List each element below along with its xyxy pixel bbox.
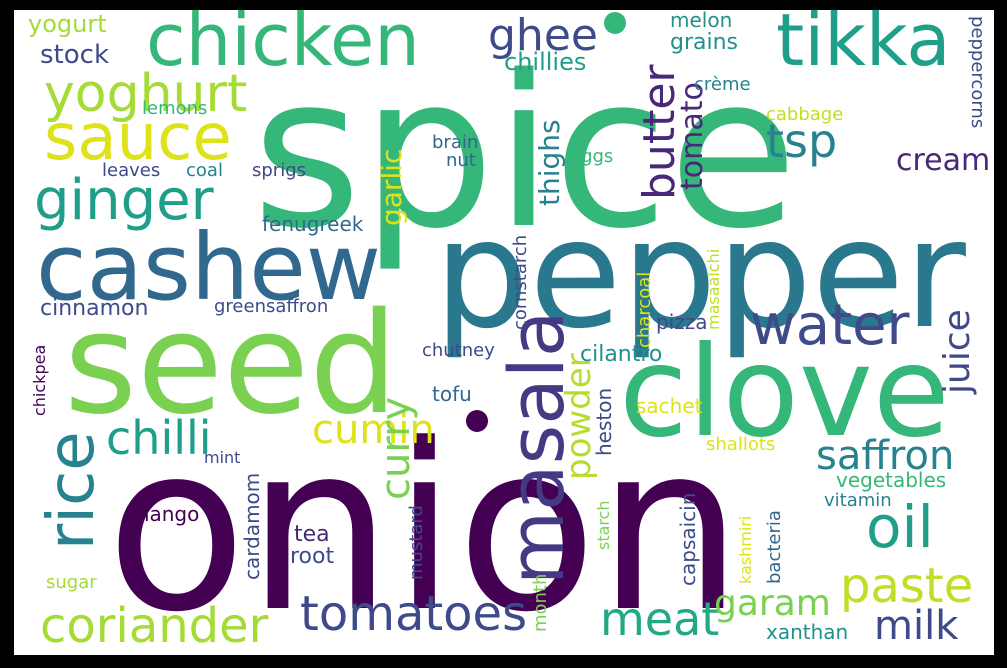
word-tomato: tomato xyxy=(678,82,708,190)
word-cream: cream xyxy=(896,146,990,176)
word-chillies: chillies xyxy=(504,50,586,74)
word-bacteria: bacteria xyxy=(766,510,784,584)
word-root: root xyxy=(290,546,334,568)
word-milk: milk xyxy=(874,606,958,646)
word-cilantro: cilantro xyxy=(580,344,662,366)
word-meat: meat xyxy=(600,596,719,642)
word-thighs: thighs xyxy=(536,119,564,206)
word-coal: coal xyxy=(186,162,223,180)
word-curry: curry xyxy=(376,397,416,500)
word-chutney: chutney xyxy=(422,342,495,360)
word-stock: stock xyxy=(40,42,109,68)
word-chilli: chilli xyxy=(106,415,212,461)
word-nut: nut xyxy=(446,152,476,170)
word-cardamom: cardamom xyxy=(242,473,262,580)
word-yogurt: yogurt xyxy=(28,12,107,36)
word-mint: mint xyxy=(204,450,240,466)
word-charcoal: charcoal xyxy=(636,272,654,348)
word-rice: rice xyxy=(40,431,104,550)
word-cinnamon: cinnamon xyxy=(40,298,148,320)
word-melon: melon xyxy=(670,10,732,30)
word-cloud: spice onion pepper seed clove cashew mas… xyxy=(14,10,994,655)
word-peppercorns: peppercorns xyxy=(968,16,986,128)
word-vitamin: vitamin xyxy=(824,492,892,510)
word-fenugreek: fenugreek xyxy=(262,214,363,234)
word-xanthan: xanthan xyxy=(766,622,848,642)
word-water: water xyxy=(750,298,910,354)
word-vegetables: vegetables xyxy=(836,470,946,490)
word-chickpea: chickpea xyxy=(32,345,48,416)
word-mustard: mustard xyxy=(408,505,426,580)
word-mango: mango xyxy=(130,504,199,524)
word-cornstarch: cornstarch xyxy=(512,235,530,330)
word-heston: heston xyxy=(594,388,614,456)
word-sprigs: sprigs xyxy=(252,162,306,180)
word-kashmiri: kashmiri xyxy=(738,516,754,584)
word-masaalchi: masaalchi xyxy=(706,249,722,330)
word-juice: juice xyxy=(940,309,976,394)
dot-mark xyxy=(466,410,488,432)
word-cabbage: cabbage xyxy=(766,106,843,124)
word-tikka: tikka xyxy=(776,10,950,76)
word-coriander: coriander xyxy=(40,602,268,650)
word-creme: crème xyxy=(694,76,751,94)
word-greensaffron: greensaffron xyxy=(214,298,328,316)
word-starch: starch xyxy=(596,500,612,550)
word-tomatoes: tomatoes xyxy=(300,590,527,638)
word-eggs: eggs xyxy=(570,148,613,166)
word-sugar: sugar xyxy=(46,574,97,592)
word-garlic: garlic xyxy=(378,149,406,226)
word-tofu: tofu xyxy=(432,384,472,404)
word-pizza: pizza xyxy=(656,312,708,332)
word-tea: tea xyxy=(294,524,330,546)
word-ginger: ginger xyxy=(34,173,214,229)
word-sachet: sachet xyxy=(636,396,703,416)
word-garam: garam xyxy=(714,586,831,622)
word-grains: grains xyxy=(670,32,738,54)
word-month: month xyxy=(532,574,550,632)
word-shallots: shallots xyxy=(706,436,775,454)
word-capsaicin: capsaicin xyxy=(678,493,698,586)
word-lemons: lemons xyxy=(142,100,207,118)
dot-mark xyxy=(604,12,626,34)
word-leaves: leaves xyxy=(102,162,160,180)
word-powder: powder xyxy=(562,353,596,480)
